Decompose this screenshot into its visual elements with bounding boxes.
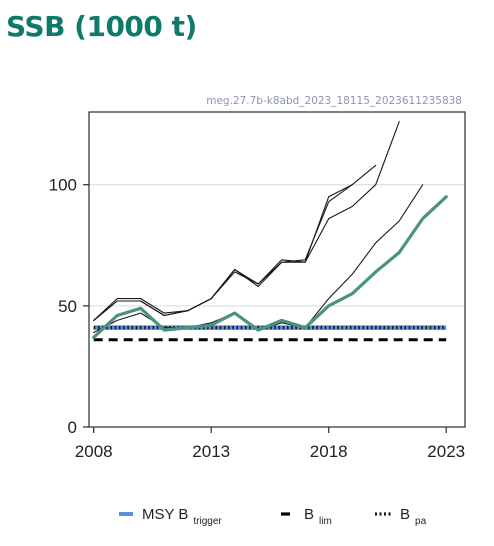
y-tick-label-100: 100	[49, 176, 77, 195]
series-previous-assessment-3	[93, 164, 377, 321]
x-tick-label-2013: 2013	[192, 442, 230, 461]
y-tick-label-0: 0	[68, 418, 77, 437]
series-current-assessment	[92, 195, 448, 339]
series-previous-assessment-4	[93, 184, 353, 321]
legend-sub-bpa: pa	[415, 516, 427, 527]
chart-title: SSB (1000 t)	[6, 10, 197, 43]
x-tick-label-2023: 2023	[427, 442, 465, 461]
plot-frame	[88, 111, 466, 428]
x-tick-label-2018: 2018	[310, 442, 348, 461]
legend-sub-msy_btrigger: trigger	[193, 516, 222, 527]
series-previous-assessment-2	[93, 121, 400, 321]
legend-label-bpa: B	[400, 506, 410, 523]
y-tick-label-50: 50	[58, 297, 77, 316]
legend-sub-blim: lim	[319, 516, 332, 527]
legend-label-msy_btrigger: MSY B	[142, 506, 188, 523]
legend-label-blim: B	[304, 506, 314, 523]
assessment-stamp: meg.27.7b-k8abd_2023_18115_2023611235838	[206, 95, 462, 107]
x-tick-label-2008: 2008	[75, 442, 113, 461]
